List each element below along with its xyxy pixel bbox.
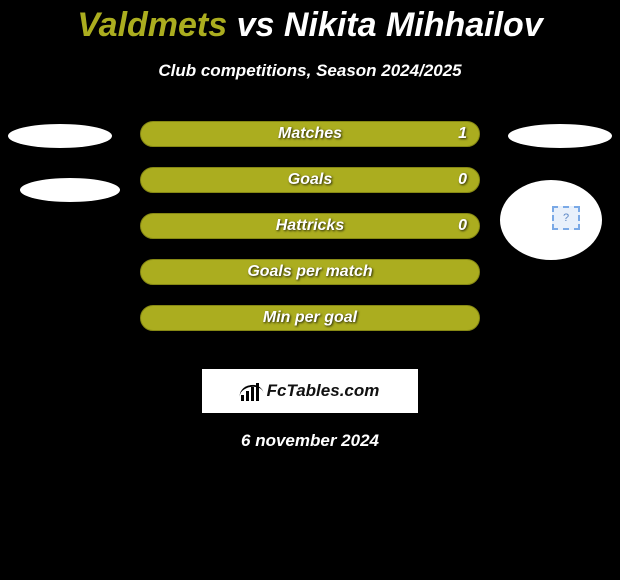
stat-value: 0 [458, 171, 467, 189]
stat-bar: Goals 0 [140, 167, 480, 193]
fctables-logo[interactable]: FcTables.com [202, 369, 418, 413]
title-vs: vs [237, 6, 275, 44]
stat-label: Hattricks [276, 217, 344, 235]
title-player1: Valdmets [77, 6, 227, 44]
stat-row: Hattricks 0 [0, 213, 620, 259]
stat-bar: Hattricks 0 [140, 213, 480, 239]
stat-bar: Goals per match [140, 259, 480, 285]
stat-row: Goals per match [0, 259, 620, 305]
stat-row: Matches 1 [0, 121, 620, 167]
stat-value: 0 [458, 217, 467, 235]
stat-label: Goals per match [247, 263, 372, 281]
footer-date: 6 november 2024 [0, 431, 620, 451]
subtitle: Club competitions, Season 2024/2025 [0, 61, 620, 81]
stat-value: 1 [458, 125, 467, 143]
stat-row: Goals 0 [0, 167, 620, 213]
comparison-widget: Valdmets vs Nikita Mihhailov Club compet… [0, 0, 620, 580]
title-player2: Nikita Mihhailov [284, 6, 543, 44]
stat-label: Matches [278, 125, 342, 143]
stat-bar: Min per goal [140, 305, 480, 331]
stats-list: Matches 1 Goals 0 Hattricks 0 Goals per … [0, 121, 620, 351]
stat-bar: Matches 1 [140, 121, 480, 147]
logo-mark-icon [241, 381, 263, 401]
stat-label: Min per goal [263, 309, 357, 327]
page-title: Valdmets vs Nikita Mihhailov [0, 0, 620, 45]
logo-text: FcTables.com [267, 381, 380, 401]
stat-label: Goals [288, 171, 332, 189]
stat-row: Min per goal [0, 305, 620, 351]
